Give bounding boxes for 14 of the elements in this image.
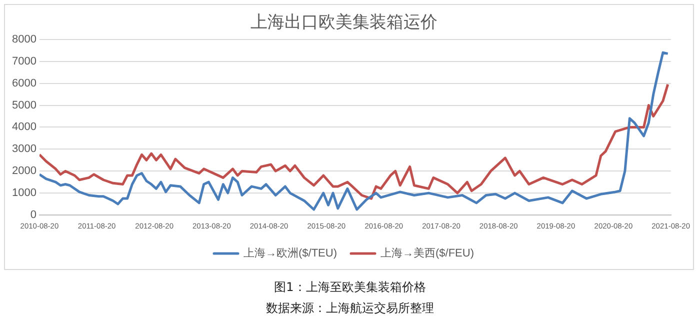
chart-title: 上海出口欧美集装箱运价: [250, 12, 438, 32]
caption: 图1：上海至欧美集装箱价格: [273, 279, 427, 296]
legend-label: 上海→欧洲($/TEU): [244, 246, 337, 260]
y-tick-label: 3000: [12, 143, 36, 156]
legend-label: 上海→美西($/FEU): [380, 246, 474, 260]
y-tick-label: 6000: [12, 77, 36, 90]
source-note: 数据来源：上海航运交易所整理: [265, 300, 435, 317]
y-tick-label: 4000: [12, 121, 36, 134]
y-tick-label: 7000: [12, 55, 36, 68]
y-tick-label: 1000: [12, 187, 36, 200]
y-tick-label: 8000: [12, 33, 36, 46]
y-tick-label: 2000: [12, 165, 36, 178]
y-tick-label: 5000: [12, 99, 36, 112]
y-tick-label: 0: [30, 209, 36, 222]
